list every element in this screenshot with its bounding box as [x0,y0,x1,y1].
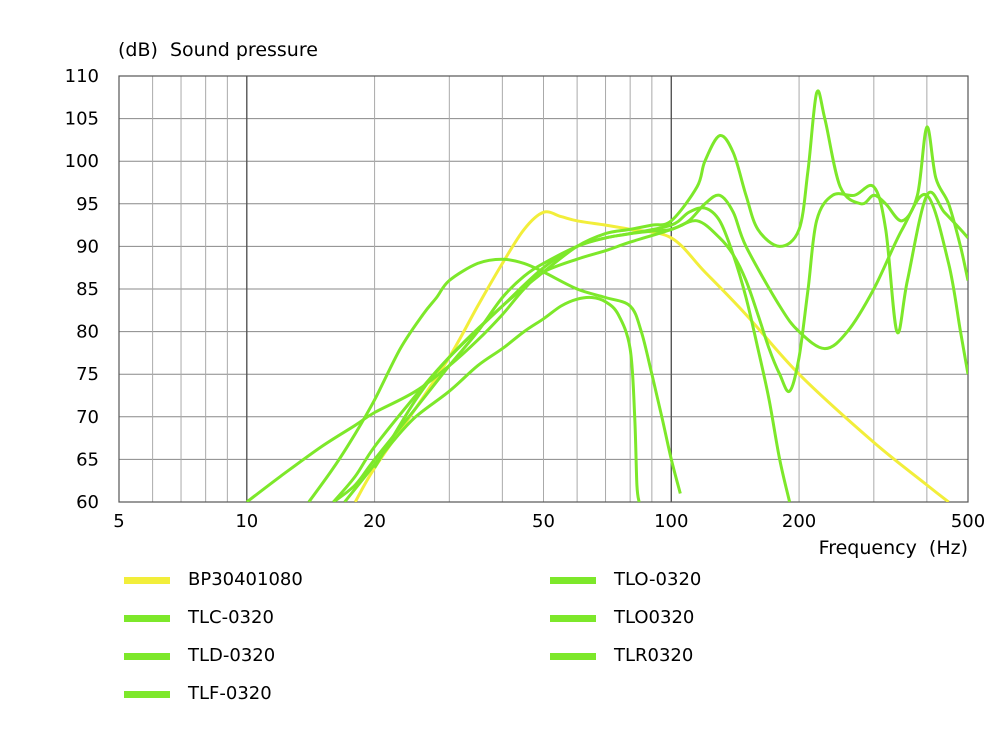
legend-swatch [124,577,170,584]
x-tick-label: 10 [235,511,258,532]
series-line-tlc-0320 [245,192,968,502]
legend-label: TLD-0320 [187,645,275,666]
legend-item: TLC-0320 [124,607,274,628]
series-line-tlo0320 [343,295,641,502]
legend-swatch [124,615,170,622]
legend-item: TLO-0320 [550,569,701,590]
x-tick-label: 5 [113,511,124,532]
x-tick-label: 50 [532,511,555,532]
y-axis-title: (dB) Sound pressure [118,39,318,61]
y-tick-label: 110 [65,66,99,87]
legend: BP30401080 TLC-0320 TLD-0320 TLF-0320 TLO-03… [124,569,701,704]
y-tick-label: 95 [76,194,99,215]
legend-swatch [124,691,170,698]
legend-label: TLO-0320 [613,569,701,590]
series-line-tld-0320 [307,257,682,502]
x-tick-label: 100 [654,511,688,532]
legend-swatch [550,577,596,584]
legend-item: TLF-0320 [124,683,272,704]
legend-item: TLR0320 [550,645,693,666]
y-tick-label: 60 [76,492,99,513]
x-tick-label: 20 [363,511,386,532]
series-line-tlr0320 [373,89,968,469]
x-tick-label: 500 [951,511,985,532]
legend-item: TLD-0320 [124,645,275,666]
legend-label: TLO0320 [613,607,694,628]
y-tick-label: 105 [65,109,99,130]
y-tick-label: 90 [76,236,99,257]
legend-swatch [550,653,596,660]
y-tick-label: 85 [76,279,99,300]
legend-item: BP30401080 [124,569,303,590]
y-tick-labels: 60 65 70 75 80 85 90 95 100 105 110 [65,66,99,513]
legend-label: TLC-0320 [187,607,274,628]
legend-label: TLR0320 [613,645,693,666]
x-tick-label: 200 [782,511,816,532]
y-tick-label: 80 [76,322,99,343]
legend-swatch [124,653,170,660]
y-tick-label: 75 [76,364,99,385]
legend-label: BP30401080 [188,569,303,590]
legend-swatch [550,615,596,622]
y-tick-label: 100 [65,151,99,172]
y-tick-label: 70 [76,407,99,428]
plot-frame [118,75,969,503]
legend-item: TLO0320 [550,607,694,628]
series-curves [245,89,968,502]
series-line-tlf-0320 [332,206,792,502]
grid-lines [118,75,969,503]
x-axis-title: Frequency (Hz) [819,537,968,559]
y-tick-label: 65 [76,449,99,470]
legend-label: TLF-0320 [187,683,272,704]
x-tick-labels: 5 10 20 50 100 200 500 [113,511,985,532]
